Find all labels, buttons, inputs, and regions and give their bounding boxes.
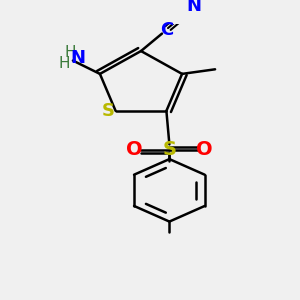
Text: N: N (186, 0, 201, 15)
Text: O: O (126, 140, 142, 159)
Text: O: O (196, 140, 213, 159)
Text: N: N (70, 49, 85, 67)
Text: H: H (58, 56, 70, 71)
Text: C: C (160, 21, 173, 39)
Text: S: S (162, 140, 176, 159)
Text: S: S (102, 102, 115, 120)
Text: H: H (64, 45, 76, 60)
